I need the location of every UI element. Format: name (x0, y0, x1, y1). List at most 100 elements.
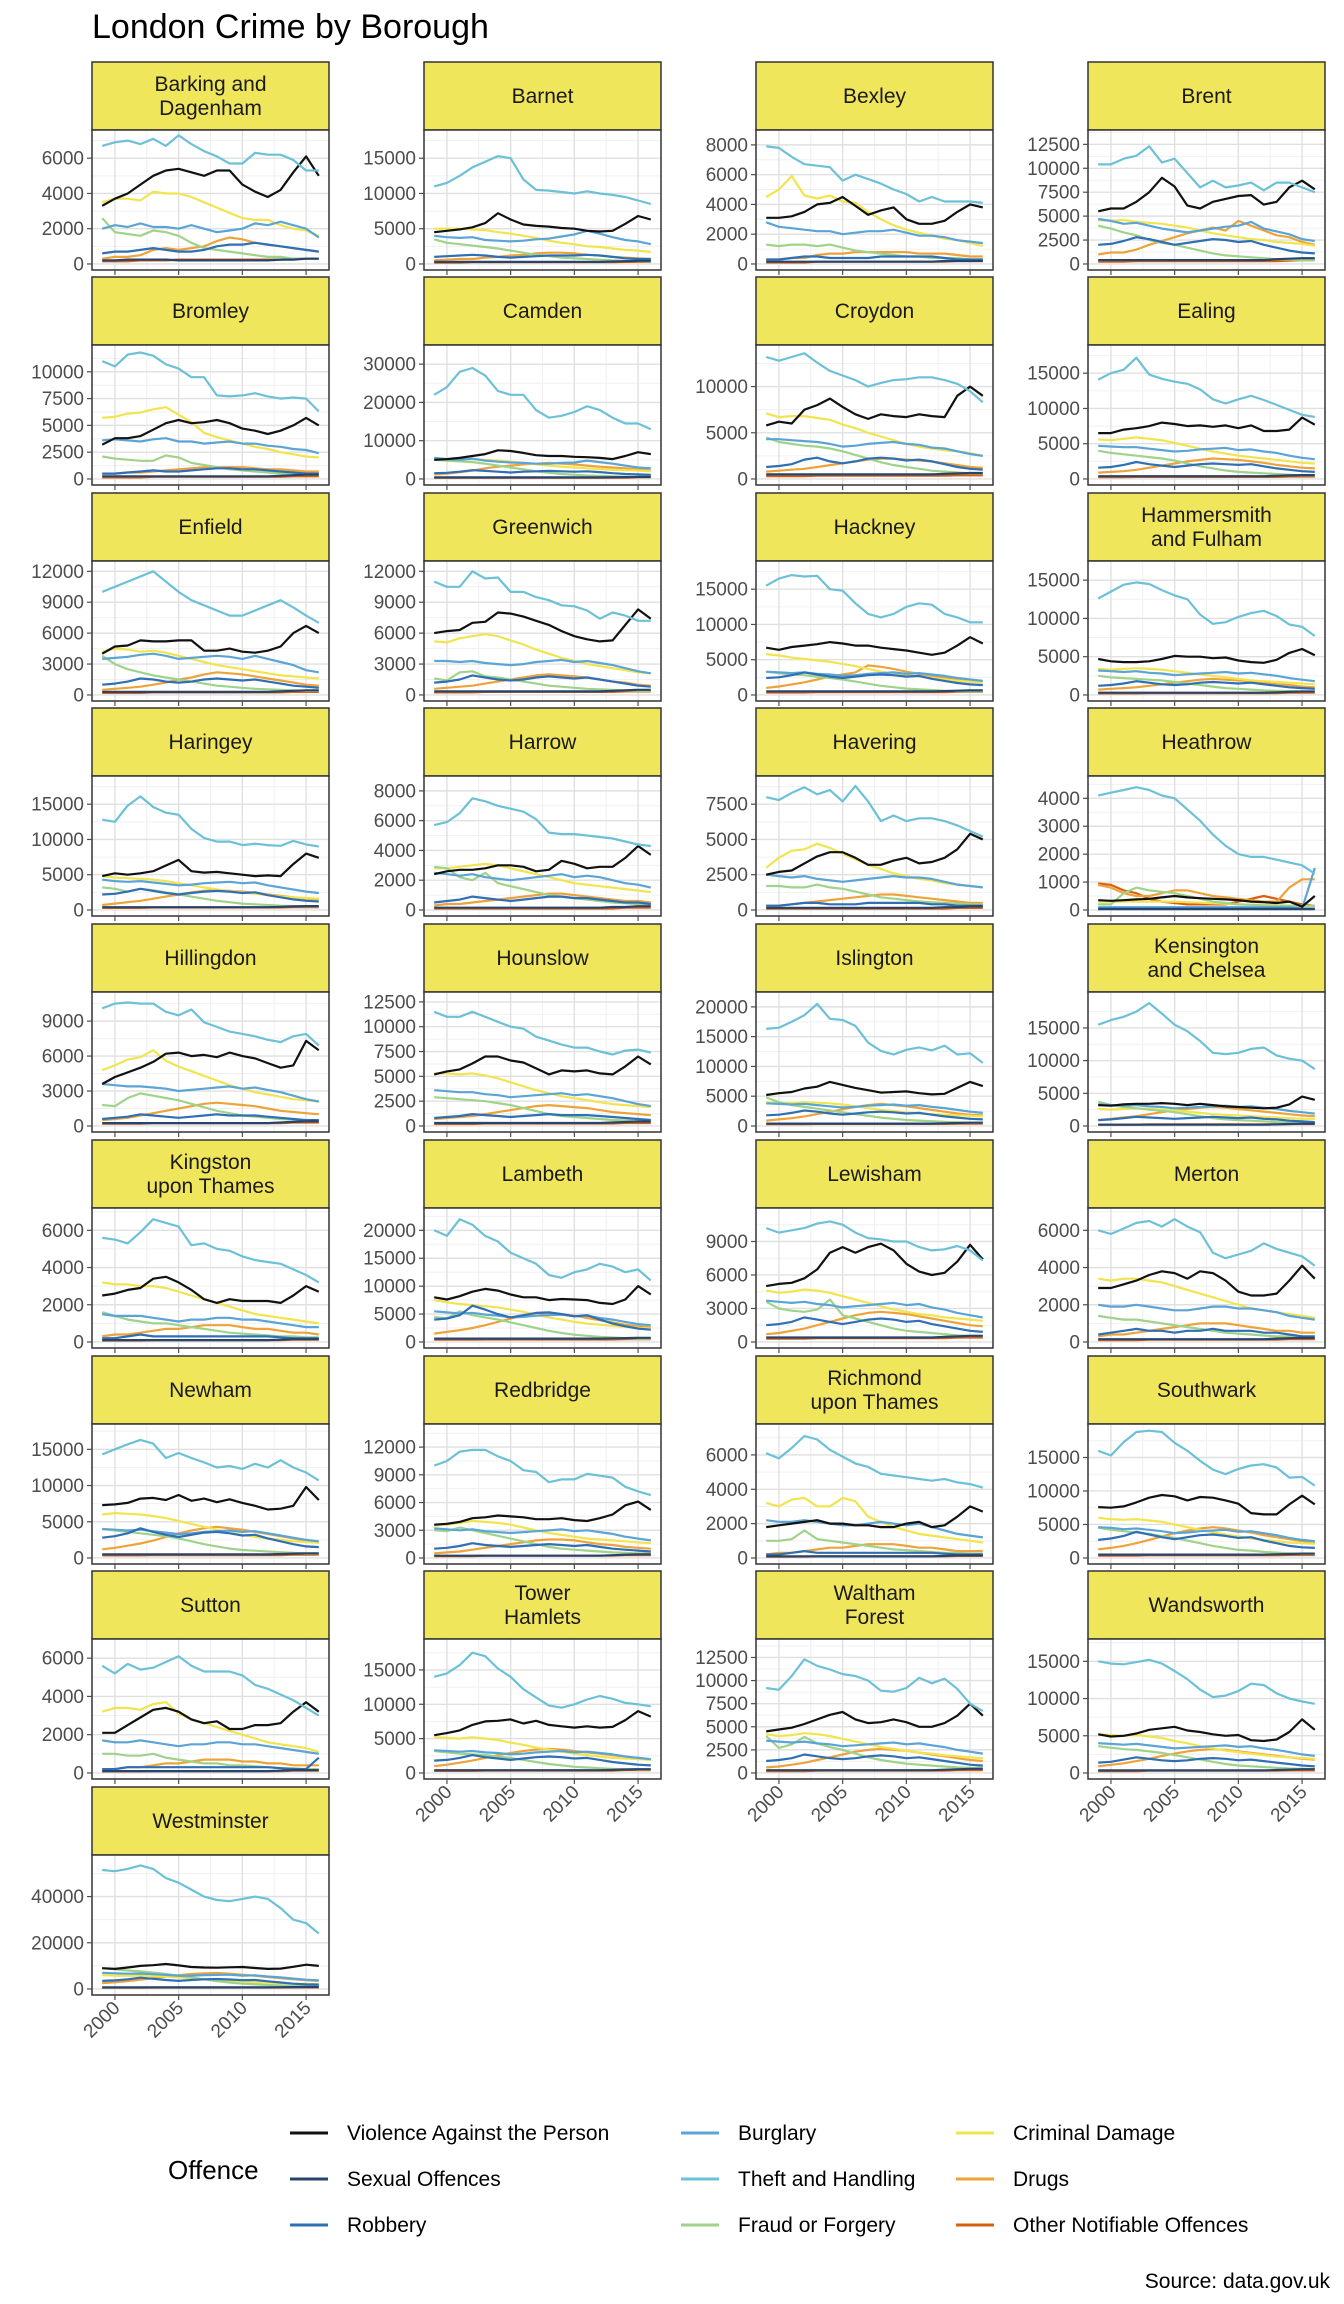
series-line-robbery (434, 1753, 651, 1767)
y-tick-label: 10000 (695, 1057, 748, 1078)
y-tick-label: 40000 (31, 1887, 84, 1908)
y-tick-label: 12500 (363, 992, 416, 1013)
series-line-robbery (434, 469, 651, 476)
y-tick-label: 2000 (1038, 845, 1080, 866)
series-line-robbery (102, 1527, 319, 1549)
series-line-robbery (434, 1542, 651, 1553)
series-line-criminal-damage (101, 647, 319, 680)
y-tick-label: 0 (737, 1332, 748, 1353)
legend-label: Sexual Offences (347, 2168, 501, 2191)
facet-strip (91, 492, 330, 562)
y-tick-label: 1000 (1038, 873, 1080, 894)
facet-hackney: Hackney 0 5000 10000 15000 (695, 492, 994, 706)
series-line-robbery (102, 1333, 319, 1340)
facet-strip-label: Islington (835, 947, 913, 970)
series-line-violence-against-the-person (1098, 1718, 1316, 1743)
facet-strip-label: Hackney (834, 516, 916, 539)
y-tick-label: 2500 (374, 1092, 416, 1113)
series-line-criminal-damage (1098, 218, 1315, 247)
panel-border (755, 1207, 994, 1349)
y-tick-label: 20000 (31, 1933, 84, 1954)
series-line-theft-and-handling (433, 1448, 652, 1497)
series-line-fraud-or-forgery (766, 883, 983, 906)
series-line-violence-against-the-person (434, 1500, 652, 1526)
legend-label: Robbery (347, 2214, 427, 2237)
y-tick-label: 5000 (706, 1087, 748, 1108)
series-line-sexual-offences (1098, 1336, 1315, 1341)
series-line-drugs (434, 1103, 651, 1121)
series-line-robbery (434, 674, 651, 688)
facet-bexley: Bexley 0 2000 4000 6000 8000 (706, 61, 994, 275)
series-line-violence-against-the-person (766, 636, 984, 656)
y-tick-label: 2500 (706, 865, 748, 886)
panel-border (423, 1207, 662, 1349)
y-tick-label: 0 (1069, 900, 1080, 921)
y-tick-label: 5000 (42, 865, 84, 886)
series-line-theft-and-handling (765, 352, 984, 404)
series-line-theft-and-handling (101, 351, 320, 413)
facet-strip-label: Enfield (178, 516, 242, 539)
y-tick-label: 7500 (706, 1694, 748, 1715)
legend-item-theft-and-handling: Theft and Handling (681, 2168, 915, 2191)
y-tick-label: 5000 (374, 1067, 416, 1088)
series-line-robbery (766, 255, 983, 261)
panel-border (423, 560, 662, 702)
y-tick-label: 9000 (42, 1012, 84, 1033)
series-line-burglary (1098, 867, 1316, 910)
series-line-burglary (1098, 1526, 1315, 1543)
facet-strip-label: Bexley (843, 85, 907, 108)
panel-border (1087, 1207, 1326, 1349)
facet-merton: Merton 0 2000 4000 6000 (1038, 1139, 1326, 1353)
series-line-theft-and-handling (765, 1434, 984, 1489)
series-line-fraud-or-forgery (102, 1527, 319, 1555)
series-line-violence-against-the-person (101, 852, 320, 878)
series-line-sexual-offences (766, 1554, 983, 1558)
y-tick-label: 6000 (42, 1221, 84, 1242)
panel-border (755, 560, 994, 702)
y-tick-label: 5000 (706, 830, 748, 851)
facet-strip-label: upon Thames (146, 1175, 274, 1198)
y-tick-label: 12500 (1027, 135, 1080, 156)
series-line-fraud-or-forgery (102, 454, 319, 476)
series-line-fraud-or-forgery (765, 1096, 983, 1124)
series-line-sexual-offences (434, 1553, 651, 1557)
series-line-robbery (102, 1756, 320, 1771)
y-tick-label: 15000 (363, 149, 416, 170)
series-line-theft-and-handling (433, 366, 652, 431)
y-tick-label: 0 (73, 685, 84, 706)
y-tick-label: 5000 (1038, 647, 1080, 668)
facet-strip (423, 1139, 662, 1209)
facet-strip (91, 1139, 330, 1209)
series-line-fraud-or-forgery (434, 865, 651, 906)
facet-strip (755, 1355, 994, 1425)
facet-camden: Camden 0 10000 20000 30000 (363, 276, 662, 490)
panel-border (91, 1638, 330, 1780)
series-line-sexual-offences (434, 1768, 651, 1772)
series-line-fraud-or-forgery (101, 654, 319, 692)
series-line-sexual-offences (766, 1334, 983, 1339)
panel-border (423, 1638, 662, 1780)
series-line-sexual-offences (766, 259, 983, 263)
panel-border (423, 991, 662, 1133)
y-tick-label: 7500 (42, 389, 84, 410)
series-line-burglary (434, 658, 651, 675)
y-tick-label: 10000 (1027, 399, 1080, 420)
series-line-burglary (766, 1739, 983, 1755)
facet-strip-label: and Fulham (1151, 528, 1262, 551)
facet-strip-label: Redbridge (494, 1379, 591, 1402)
facet-strip-label: Tower (514, 1582, 570, 1605)
legend-label: Theft and Handling (738, 2168, 915, 2191)
series-line-fraud-or-forgery (765, 1298, 983, 1337)
facet-ealing: Ealing 0 5000 10000 15000 (1027, 276, 1326, 490)
series-line-violence-against-the-person (102, 1962, 319, 1971)
facet-islington: Islington 0 5000 10000 15000 20000 (695, 923, 994, 1137)
series-line-burglary (434, 1527, 651, 1542)
series-line-sexual-offences (1098, 690, 1315, 694)
series-line-violence-against-the-person (766, 1505, 984, 1529)
y-tick-label: 15000 (1027, 1018, 1080, 1039)
series-line-burglary (434, 1749, 651, 1761)
panel-border (755, 991, 994, 1133)
